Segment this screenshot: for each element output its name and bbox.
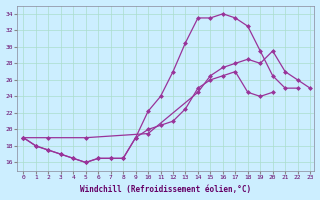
X-axis label: Windchill (Refroidissement éolien,°C): Windchill (Refroidissement éolien,°C) [80, 185, 251, 194]
